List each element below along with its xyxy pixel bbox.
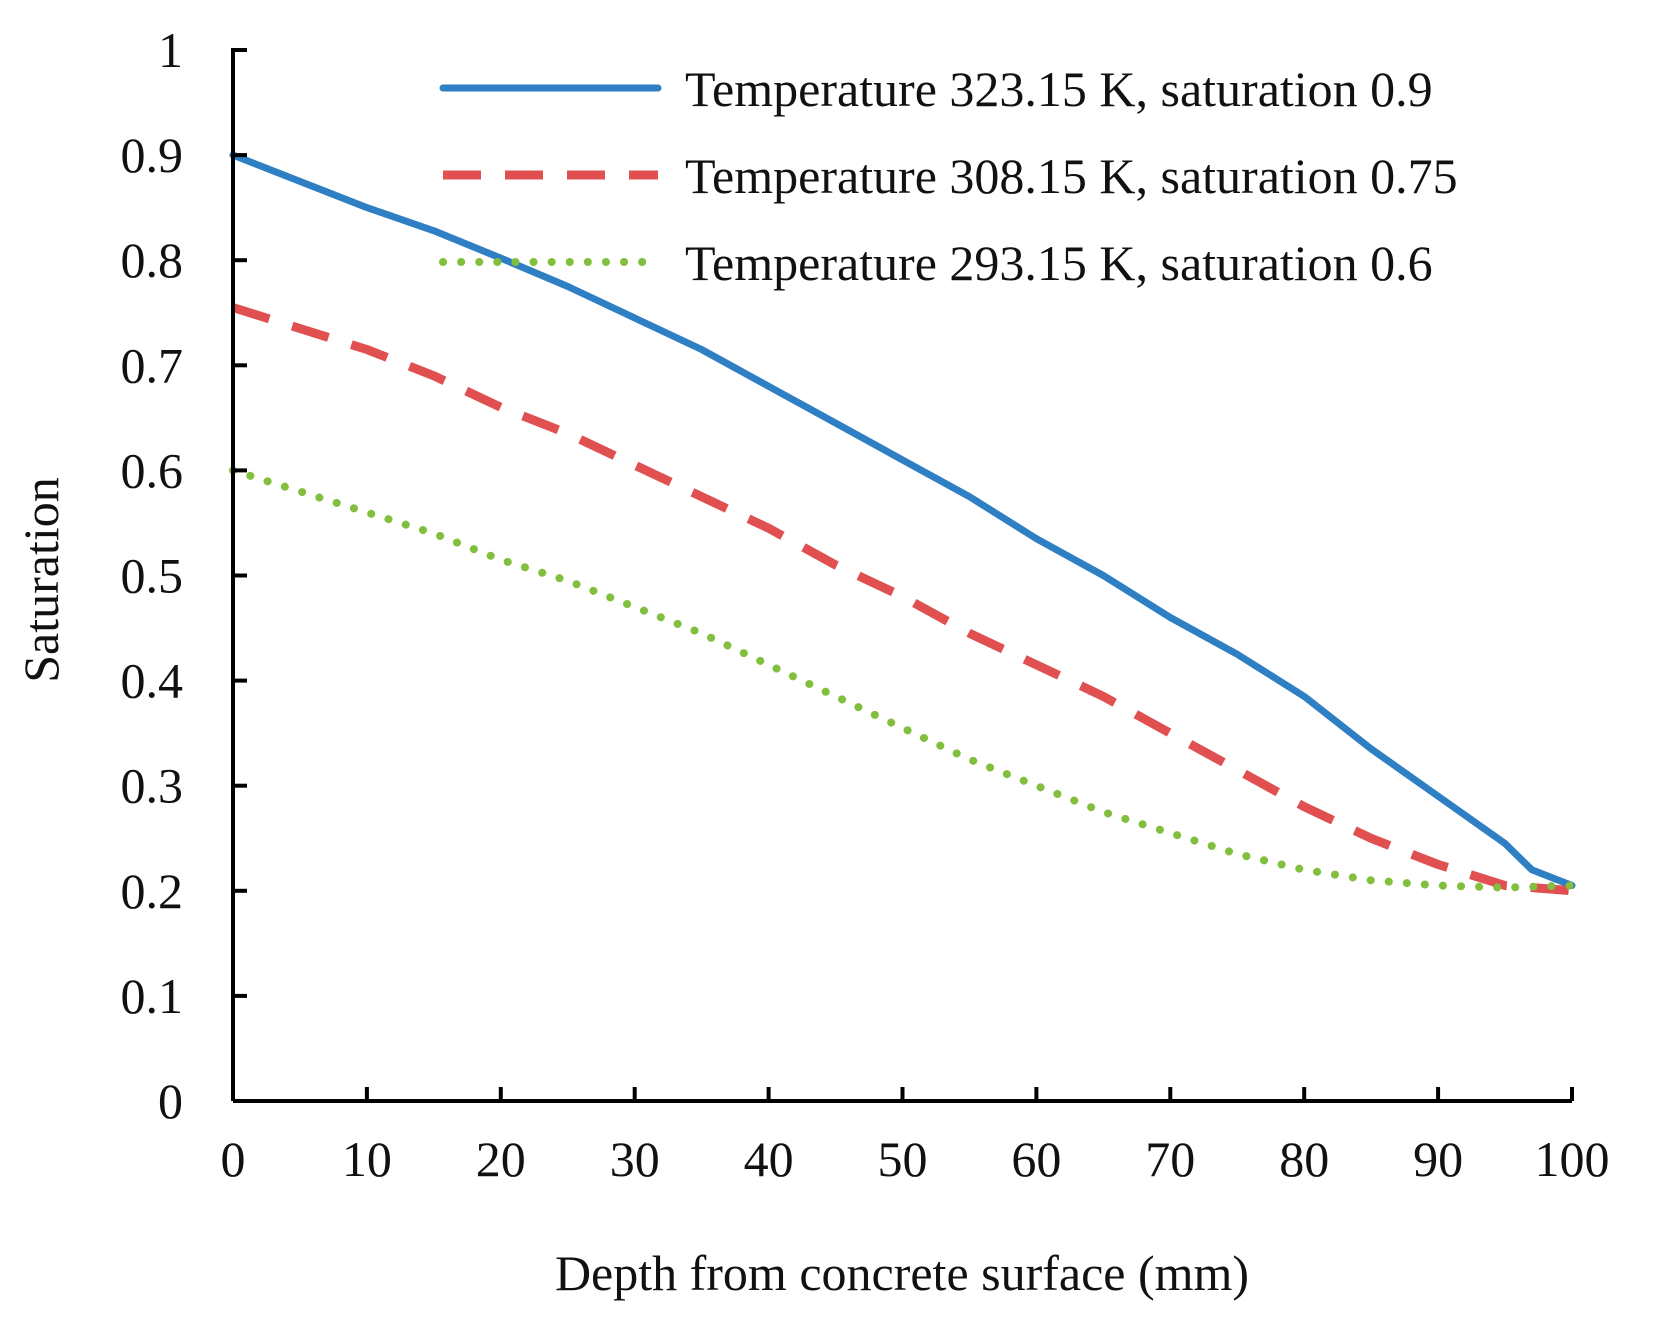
x-tick-label: 10	[342, 1131, 392, 1187]
y-tick-label: 0.6	[121, 442, 184, 498]
series-layer	[229, 151, 1576, 896]
legend-label-3: Temperature 293.15 K, saturation 0.6	[685, 235, 1433, 291]
x-tick-label: 80	[1279, 1131, 1329, 1187]
y-tick-label: 0.2	[121, 863, 184, 919]
y-tick-label: 1	[158, 22, 183, 78]
x-tick-label: 90	[1413, 1131, 1463, 1187]
y-tick-label: 0.7	[121, 337, 184, 393]
x-tick-label: 0	[221, 1131, 246, 1187]
legend-label-2: Temperature 308.15 K, saturation 0.75	[685, 148, 1458, 204]
series-line-3	[229, 466, 1576, 892]
y-tick-label: 0.9	[121, 127, 184, 183]
x-axis-label: Depth from concrete surface (mm)	[555, 1245, 1249, 1301]
legend: Temperature 323.15 K, saturation 0.9 Temp…	[439, 61, 1458, 291]
y-tick-label: 0.3	[121, 758, 184, 814]
axes-layer	[231, 48, 1572, 1103]
y-tick-label: 0.4	[121, 653, 184, 709]
x-tick-label: 40	[744, 1131, 794, 1187]
y-tick-label: 0.5	[121, 548, 184, 604]
y-axis-label: Saturation	[13, 477, 69, 683]
x-tick-label: 50	[878, 1131, 928, 1187]
x-tick-label: 30	[610, 1131, 660, 1187]
series-line-1	[229, 151, 1576, 889]
y-tick-label: 0	[158, 1073, 183, 1129]
y-tick-label: 0.8	[121, 232, 184, 288]
x-tick-label: 20	[476, 1131, 526, 1187]
y-tick-label: 0.1	[121, 968, 184, 1024]
x-tick-label: 100	[1535, 1131, 1610, 1187]
series-line-2	[231, 303, 1573, 896]
x-tick-label: 70	[1145, 1131, 1195, 1187]
ticks-layer: 0 10 20 30 40 50 60 70 80 90 100 0 0.1 0.2 0.3 0.4 0.5 0.…	[121, 22, 1610, 1187]
x-tick-label: 60	[1011, 1131, 1061, 1187]
legend-label-1: Temperature 323.15 K, saturation 0.9	[685, 61, 1433, 117]
